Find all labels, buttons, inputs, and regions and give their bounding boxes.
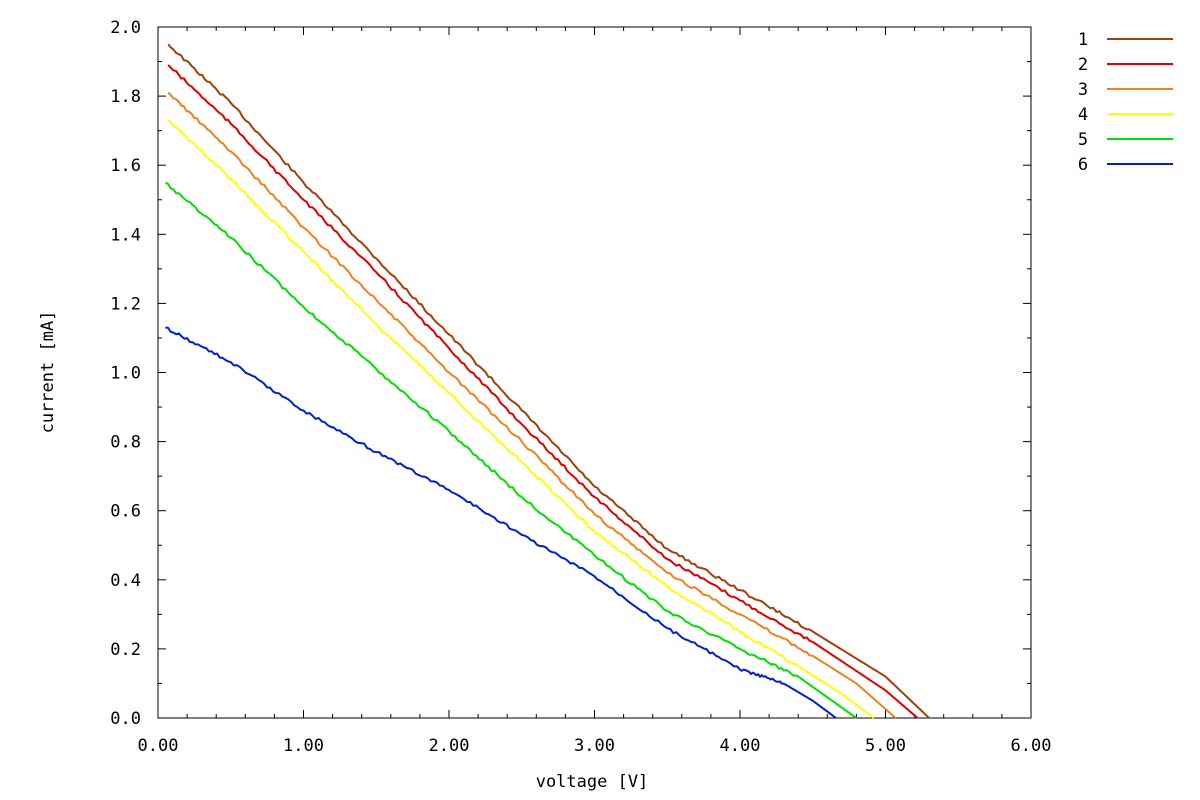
series-line-2	[167, 64, 919, 719]
axis-ticks	[157, 26, 1032, 719]
y-tick-label: 0.6	[110, 502, 141, 522]
y-tick-labels: 0.0 0.2 0.4 0.6 0.8 1.0 1.2 1.4 1.6 1.8 2.0	[110, 18, 141, 729]
y-tick-label: 0.4	[110, 571, 141, 591]
legend-label: 1	[1078, 30, 1088, 50]
x-tick-label: 1.00	[283, 736, 324, 756]
y-tick-label: 1.0	[110, 364, 141, 384]
x-tick-label: 5.00	[865, 736, 906, 756]
x-tick-label: 2.00	[429, 736, 470, 756]
legend-label: 3	[1078, 80, 1088, 100]
series-lines	[164, 43, 930, 719]
y-tick-label: 2.0	[110, 18, 141, 38]
y-tick-label: 0.0	[110, 709, 141, 729]
legend-label: 4	[1078, 105, 1088, 125]
x-tick-label: 0.00	[138, 736, 179, 756]
y-tick-label: 1.8	[110, 87, 141, 107]
series-line-3	[167, 91, 897, 719]
x-tick-labels: 0.00 1.00 2.00 3.00 4.00 5.00 6.00	[138, 736, 1052, 756]
x-tick-label: 3.00	[574, 736, 615, 756]
series-line-4	[167, 119, 875, 719]
y-tick-label: 0.8	[110, 433, 141, 453]
y-tick-label: 0.2	[110, 640, 141, 660]
legend: 1 2 3 4 5 6	[1078, 30, 1173, 175]
y-tick-label: 1.6	[110, 156, 141, 176]
legend-label: 5	[1078, 130, 1088, 150]
legend-label: 2	[1078, 55, 1088, 75]
y-axis-label: current [mA]	[38, 311, 58, 434]
x-tick-label: 4.00	[720, 736, 761, 756]
x-axis-label: voltage [V]	[536, 772, 649, 792]
legend-label: 6	[1078, 155, 1088, 175]
plot-frame	[157, 26, 1032, 719]
y-tick-label: 1.4	[110, 225, 141, 245]
series-line-5	[164, 181, 857, 719]
y-tick-label: 1.2	[110, 294, 141, 314]
x-tick-label: 6.00	[1011, 736, 1052, 756]
series-line-1	[167, 43, 930, 719]
series-line-6	[165, 326, 837, 719]
